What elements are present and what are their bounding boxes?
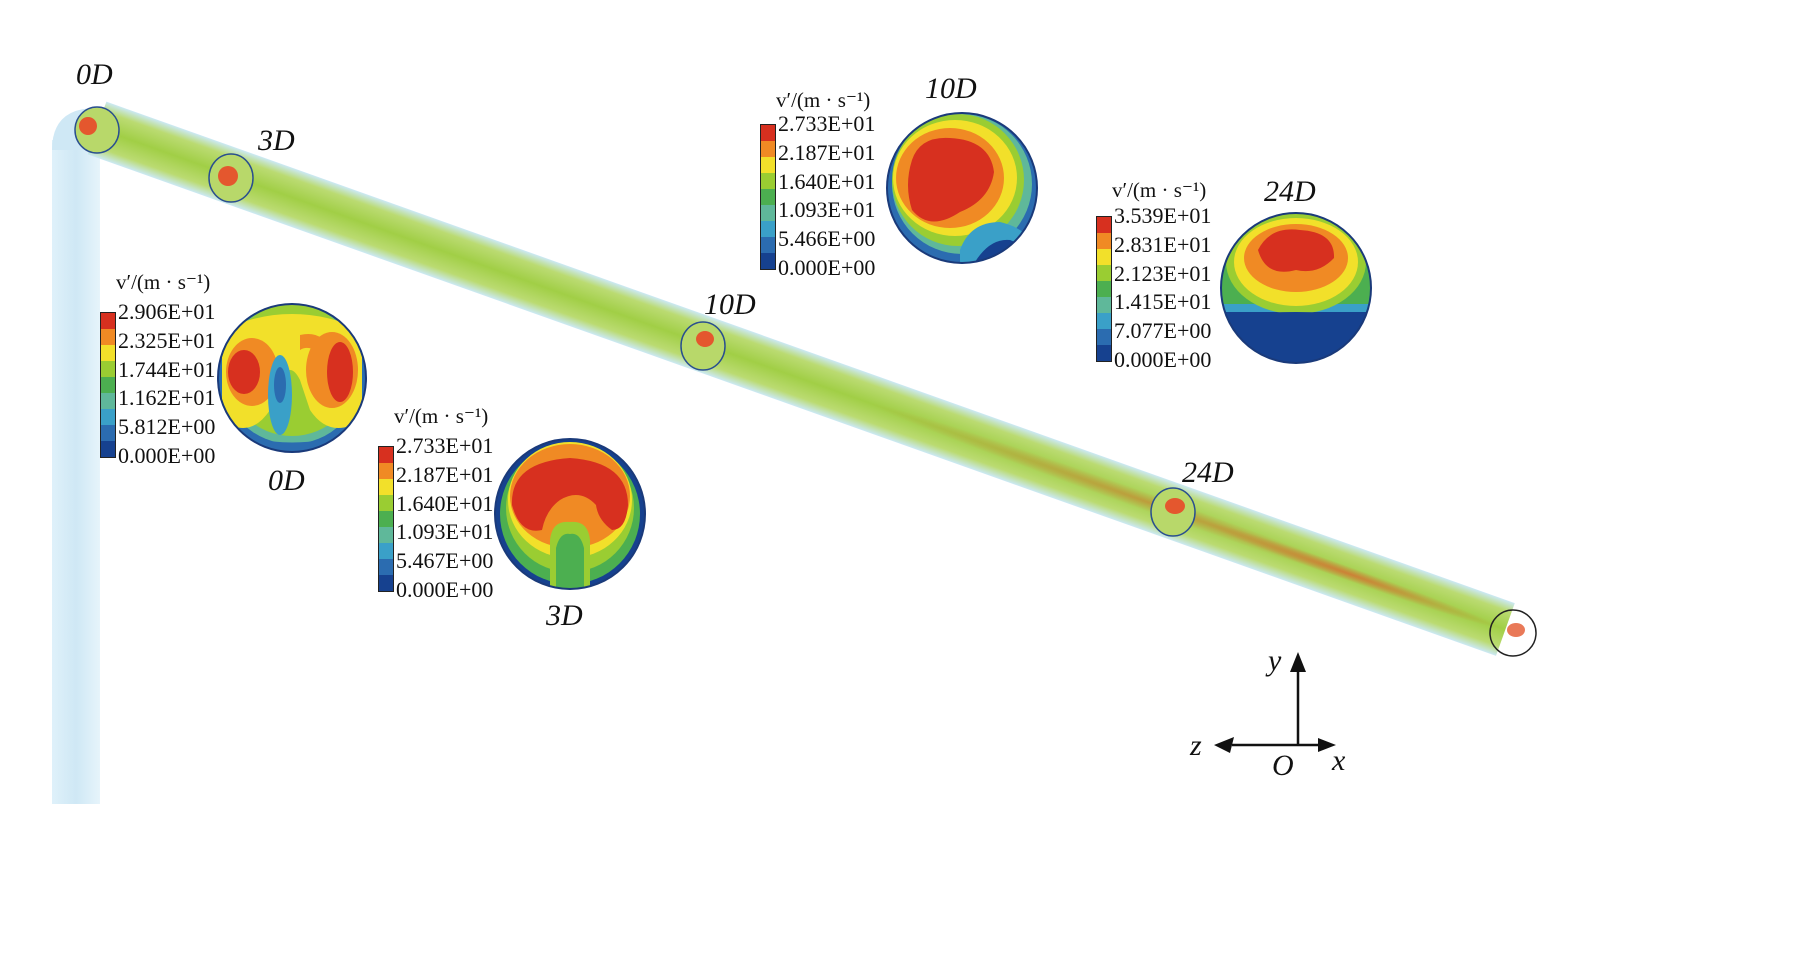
colorbar-tick-label: 7.077E+00 xyxy=(1114,318,1212,344)
pipe-section-marker-24d xyxy=(1150,487,1196,537)
pipe-label-10d: 10D xyxy=(704,288,756,321)
colorbar-10d xyxy=(760,124,776,270)
legend-title: v′/(m · s⁻¹) xyxy=(776,88,871,112)
colorbar-tick-label: 2.325E+01 xyxy=(118,327,216,353)
colorbar-segment xyxy=(761,173,775,189)
colorbar-tick-label: 5.467E+00 xyxy=(396,548,494,574)
colorbar-tick-label: 2.831E+01 xyxy=(1114,231,1212,257)
colorbar-segment xyxy=(379,511,393,527)
colorbar-segment xyxy=(1097,217,1111,233)
colorbar-tick-label: 2.187E+01 xyxy=(396,461,494,487)
pipe-label-3d: 3D xyxy=(257,124,295,157)
axis-label-origin: O xyxy=(1272,749,1294,782)
colorbar-segment xyxy=(761,189,775,205)
colorbar-tick-label: 0.000E+00 xyxy=(1114,347,1212,372)
colorbar-segment xyxy=(101,329,115,345)
colorbar-tick-label: 0.000E+00 xyxy=(396,577,494,602)
colorbar-segment xyxy=(761,125,775,141)
legend-title: v′/(m · s⁻¹) xyxy=(394,404,489,428)
coordinate-axes xyxy=(1214,652,1336,753)
pipe-outlet xyxy=(1489,609,1537,657)
colorbar-segment xyxy=(379,527,393,543)
colorbar-segment xyxy=(1097,249,1111,265)
riser-pipe xyxy=(52,140,100,804)
colorbar-segment xyxy=(379,495,393,511)
section-label-24d: 24D xyxy=(1264,175,1316,208)
section-label-3d: 3D xyxy=(545,599,583,632)
colorbar-segment xyxy=(1097,313,1111,329)
colorbar-segment xyxy=(101,393,115,409)
axis-label-z: z xyxy=(1189,729,1202,762)
section-contour-10d xyxy=(887,113,1037,263)
axis-label-x: x xyxy=(1331,744,1346,777)
colorbar-segment xyxy=(101,313,115,329)
colorbar-tick-label: 0.000E+00 xyxy=(118,443,216,468)
colorbar-segment xyxy=(101,425,115,441)
colorbar-segment xyxy=(101,377,115,393)
colorbar-segment xyxy=(379,559,393,575)
colorbar-segment xyxy=(101,361,115,377)
colorbar-tick-label: 1.640E+01 xyxy=(778,168,876,194)
pipe-section-marker-0d xyxy=(74,106,120,154)
colorbar-tick-label: 5.466E+00 xyxy=(778,226,876,252)
legend-title: v′/(m · s⁻¹) xyxy=(1112,178,1207,202)
colorbar-segment xyxy=(1097,233,1111,249)
section-label-10d: 10D xyxy=(925,72,977,105)
colorbar-segment xyxy=(379,479,393,495)
colorbar-tick-label: 1.415E+01 xyxy=(1114,289,1212,315)
section-contour-0d xyxy=(218,304,366,452)
colorbar-segment xyxy=(1097,265,1111,281)
section-contour-3d xyxy=(495,439,645,589)
colorbar-segment xyxy=(761,237,775,253)
colorbar-24d xyxy=(1096,216,1112,362)
axis-label-y: y xyxy=(1265,644,1282,677)
pipe-section-marker-3d xyxy=(208,153,254,203)
pipe-section-marker-10d xyxy=(680,321,726,371)
colorbar-tick-label: 1.640E+01 xyxy=(396,490,494,516)
colorbar-segment xyxy=(1097,329,1111,345)
colorbar-tick-label: 2.733E+01 xyxy=(778,111,876,136)
colorbar-segment xyxy=(761,141,775,157)
colorbar-tick-label: 3.539E+01 xyxy=(1114,203,1212,228)
colorbar-segment xyxy=(379,463,393,479)
colorbar-segment xyxy=(379,447,393,463)
colorbar-segment xyxy=(1097,281,1111,297)
colorbar-tick-label: 5.812E+00 xyxy=(118,414,216,440)
colorbar-tick-label: 2.123E+01 xyxy=(1114,260,1212,286)
colorbar-tick-label: 2.733E+01 xyxy=(396,433,494,458)
legend-title: v′/(m · s⁻¹) xyxy=(116,270,211,294)
section-label-0d: 0D xyxy=(268,464,305,497)
colorbar-segment xyxy=(379,575,393,591)
colorbar-tick-label: 2.187E+01 xyxy=(778,139,876,165)
colorbar-segment xyxy=(101,441,115,457)
colorbar-segment xyxy=(761,221,775,237)
pipe-label-0d: 0D xyxy=(76,58,113,91)
colorbar-tick-label: 1.093E+01 xyxy=(778,197,876,223)
colorbar-segment xyxy=(761,253,775,269)
colorbar-segment xyxy=(101,345,115,361)
colorbar-segment xyxy=(379,543,393,559)
colorbar-tick-label: 1.162E+01 xyxy=(118,385,216,411)
colorbar-tick-label: 1.093E+01 xyxy=(396,519,494,545)
colorbar-segment xyxy=(1097,345,1111,361)
colorbar-segment xyxy=(761,157,775,173)
colorbar-0d xyxy=(100,312,116,458)
colorbar-3d xyxy=(378,446,394,592)
pipe-label-24d: 24D xyxy=(1182,456,1234,489)
colorbar-tick-label: 2.906E+01 xyxy=(118,299,216,324)
colorbar-segment xyxy=(1097,297,1111,313)
colorbar-tick-label: 1.744E+01 xyxy=(118,356,216,382)
colorbar-segment xyxy=(101,409,115,425)
colorbar-segment xyxy=(761,205,775,221)
colorbar-tick-label: 0.000E+00 xyxy=(778,255,876,280)
